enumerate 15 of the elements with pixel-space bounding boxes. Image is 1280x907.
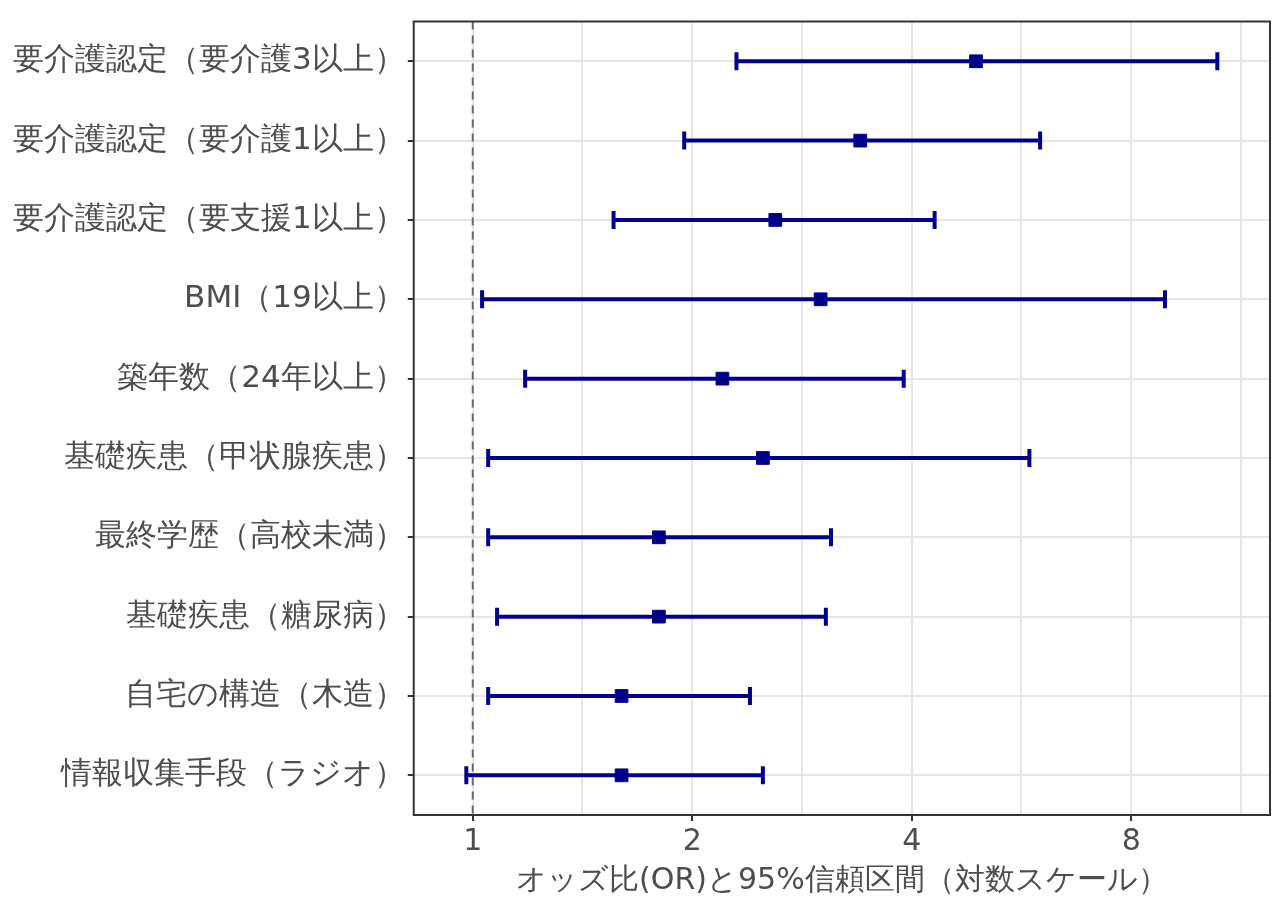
y-tick-label: BMI（19以上） xyxy=(184,278,405,315)
y-tick-label: 最終学歴（高校未満） xyxy=(94,516,405,553)
x-tick-label: 2 xyxy=(682,821,702,857)
x-tick-label: 4 xyxy=(902,821,922,857)
y-tick-label: 情報収集手段（ラジオ） xyxy=(59,754,405,791)
x-axis-title: オッズ比(OR)と95%信頼区間（対数スケール） xyxy=(516,860,1168,896)
y-tick-label: 要介護認定（要介護3以上） xyxy=(12,40,405,77)
x-tick-label: 8 xyxy=(1121,821,1141,857)
y-tick-label: 築年数（24年以上） xyxy=(117,357,405,394)
y-tick-label: 基礎疾患（糖尿病） xyxy=(125,595,405,632)
y-tick-label: 要介護認定（要介護1以上） xyxy=(12,119,405,156)
y-tick-label: 自宅の構造（木造） xyxy=(124,675,405,712)
y-tick-label: 要介護認定（要支援1以上） xyxy=(12,199,405,235)
x-tick-label: 1 xyxy=(463,821,483,857)
y-tick-label: 基礎疾患（甲状腺疾患） xyxy=(63,437,405,474)
